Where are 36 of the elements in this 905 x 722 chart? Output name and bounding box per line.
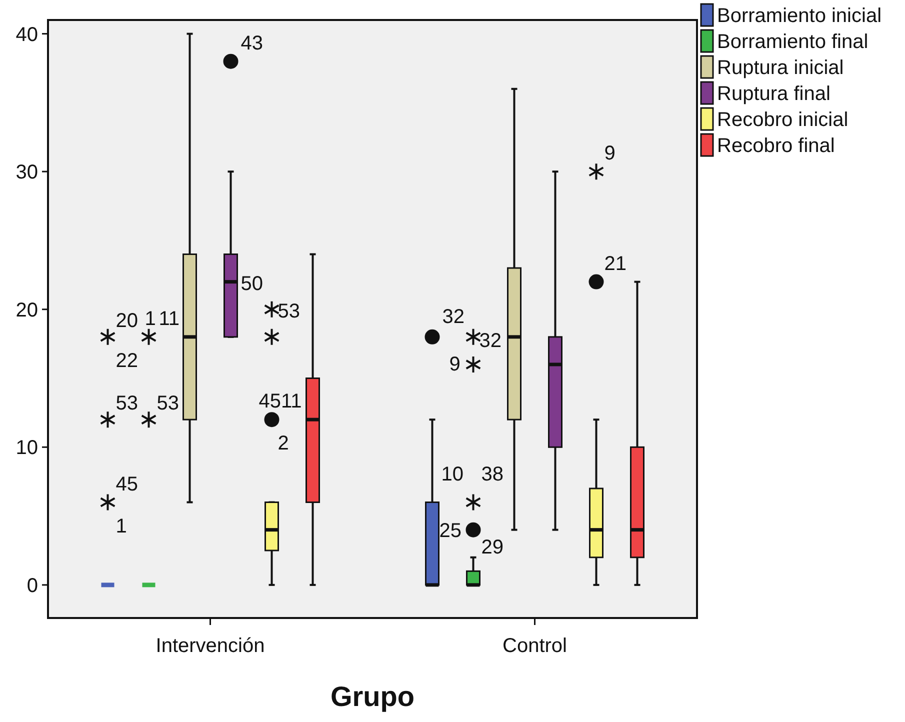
annotation: 32 bbox=[479, 330, 502, 352]
y-tick-label: 20 bbox=[16, 299, 38, 322]
x-tick-label: Control bbox=[502, 635, 567, 657]
annotation: 10 bbox=[441, 463, 464, 486]
legend-label: Recobro final bbox=[717, 135, 835, 157]
x-axis-title: Grupo bbox=[330, 681, 414, 712]
annotation: 20 bbox=[116, 310, 138, 332]
annotation: 53 bbox=[116, 392, 138, 415]
annotation: 1 bbox=[116, 515, 127, 538]
legend-label: Ruptura inicial bbox=[717, 57, 844, 79]
y-tick-label: 40 bbox=[16, 24, 38, 46]
annotation: 4511 bbox=[258, 390, 302, 413]
annotation: 11 bbox=[158, 308, 180, 330]
annotation: 22 bbox=[116, 350, 138, 372]
annotation: 9 bbox=[604, 142, 616, 165]
annotation: 50 bbox=[240, 272, 263, 295]
annotation: 1 bbox=[144, 308, 156, 330]
y-tick-label: 30 bbox=[16, 162, 38, 184]
x-tick-label: Intervención bbox=[156, 635, 265, 657]
annotation: 2 bbox=[278, 432, 289, 455]
legend-label: Borramiento final bbox=[717, 31, 868, 53]
annotation: 53 bbox=[156, 392, 179, 415]
annotation: 9 bbox=[449, 353, 460, 376]
annotation: 29 bbox=[481, 536, 504, 558]
annotation: 25 bbox=[439, 520, 462, 542]
annotation: 21 bbox=[604, 252, 626, 275]
y-tick-label: 10 bbox=[16, 437, 38, 460]
annotation: 53 bbox=[278, 300, 300, 322]
y-tick-label: 0 bbox=[26, 574, 38, 597]
annotation: 45 bbox=[116, 473, 138, 496]
annotation: 32 bbox=[442, 306, 464, 328]
legend-label: Ruptura final bbox=[717, 83, 830, 105]
legend-label: Recobro inicial bbox=[717, 109, 848, 131]
legend-label: Borramiento inicial bbox=[717, 5, 882, 27]
annotation: 38 bbox=[481, 463, 504, 486]
annotation: 43 bbox=[240, 32, 263, 54]
